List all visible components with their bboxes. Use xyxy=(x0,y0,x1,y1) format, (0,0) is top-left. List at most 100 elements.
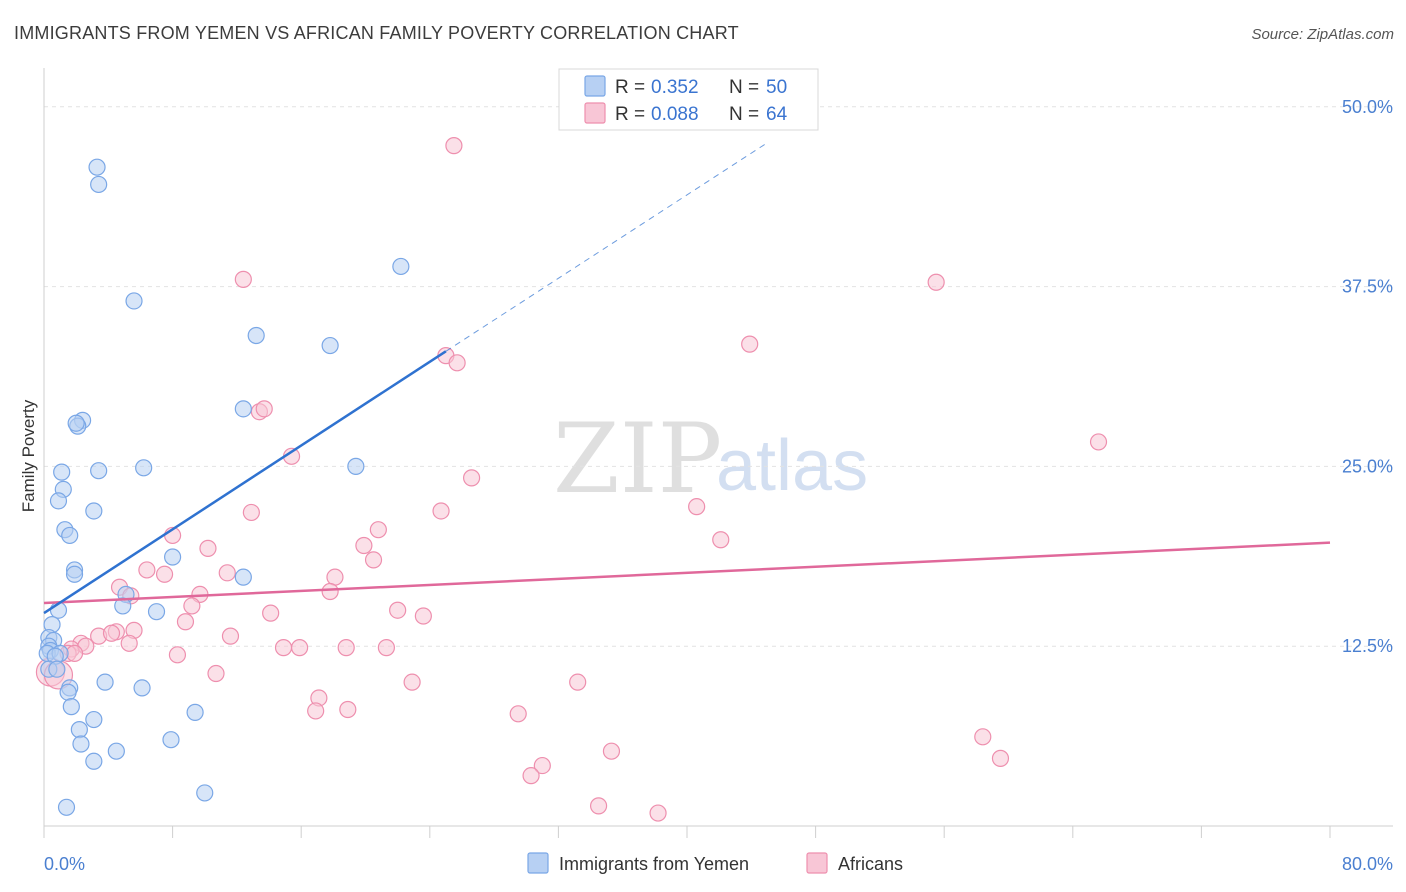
point-yemen xyxy=(133,679,151,697)
point-africans xyxy=(432,502,450,520)
bottom-legend-swatch-africans xyxy=(806,852,828,874)
point-yemen xyxy=(162,731,180,749)
point-yemen xyxy=(70,721,88,739)
point-yemen xyxy=(125,292,143,310)
point-africans xyxy=(712,531,730,549)
point-africans xyxy=(337,639,355,657)
point-africans xyxy=(991,749,1010,767)
point-yemen xyxy=(247,326,265,345)
point-yemen xyxy=(85,752,103,770)
point-africans xyxy=(414,607,432,625)
point-africans xyxy=(509,705,527,723)
point-yemen xyxy=(57,798,76,816)
point-africans xyxy=(339,700,357,719)
point-africans xyxy=(369,521,387,539)
point-africans xyxy=(321,582,339,601)
y-tick-label: 12.5% xyxy=(1342,636,1393,656)
point-yemen xyxy=(72,735,90,753)
trend-line-africans xyxy=(43,541,1331,605)
point-africans xyxy=(183,597,201,615)
point-yemen xyxy=(67,414,85,432)
point-yemen xyxy=(114,597,132,615)
chart-title: IMMIGRANTS FROM YEMEN VS AFRICAN FAMILY … xyxy=(14,23,739,43)
point-africans xyxy=(1089,433,1108,451)
point-africans xyxy=(389,601,407,619)
point-africans xyxy=(218,564,236,582)
point-africans xyxy=(448,354,466,372)
point-africans xyxy=(649,804,667,822)
point-africans xyxy=(234,270,252,288)
legend-r-value-africans: 0.088 xyxy=(651,104,699,125)
trend-lines xyxy=(43,142,1331,615)
bottom-legend-label-yemen: Immigrants from Yemen xyxy=(559,854,749,874)
point-africans xyxy=(741,335,759,353)
point-africans xyxy=(274,639,293,657)
gridlines xyxy=(44,106,1393,647)
point-yemen xyxy=(147,603,166,621)
y-tick-labels: 12.5% 25.0% 37.5% 50.0% xyxy=(1342,97,1393,656)
trend-line-yemen xyxy=(43,350,447,615)
point-africans xyxy=(262,604,280,622)
trend-line-yemen-extension xyxy=(445,142,768,352)
series-legend: Immigrants from Yemen Africans xyxy=(527,852,903,874)
legend-r-label-africans: R = xyxy=(615,104,645,125)
point-africans xyxy=(290,639,309,657)
point-africans xyxy=(176,613,195,631)
point-yemen xyxy=(321,336,339,355)
point-africans xyxy=(462,469,481,487)
point-africans xyxy=(355,536,373,555)
axes xyxy=(43,68,1393,838)
legend-n-value-yemen: 50 xyxy=(766,77,787,98)
legend-r-label-yemen: R = xyxy=(615,77,645,98)
bottom-legend-label-africans: Africans xyxy=(838,854,903,874)
point-africans xyxy=(307,702,325,720)
point-yemen xyxy=(347,457,365,475)
point-africans xyxy=(364,551,383,569)
point-yemen xyxy=(90,175,108,194)
point-africans xyxy=(138,561,156,579)
point-africans xyxy=(602,742,621,760)
chart-source: Source: ZipAtlas.com xyxy=(1251,26,1394,43)
point-africans xyxy=(589,797,608,815)
y-tick-label: 50.0% xyxy=(1342,97,1393,117)
point-yemen xyxy=(186,703,204,721)
point-africans xyxy=(65,644,84,662)
point-africans xyxy=(242,503,260,522)
point-africans xyxy=(533,756,551,775)
point-yemen xyxy=(53,463,71,481)
point-yemen xyxy=(48,660,66,678)
point-africans xyxy=(326,568,344,586)
legend-r-value-yemen: 0.352 xyxy=(651,77,699,98)
bottom-legend-swatch-yemen xyxy=(527,852,549,874)
point-yemen xyxy=(234,568,252,586)
point-africans xyxy=(927,273,945,291)
point-yemen xyxy=(85,710,103,729)
point-africans xyxy=(688,498,706,516)
point-africans xyxy=(102,624,121,642)
series-yemen-points xyxy=(38,158,410,816)
legend-n-value-africans: 64 xyxy=(766,104,788,125)
legend-n-label-africans: N = xyxy=(729,104,759,125)
point-africans xyxy=(377,639,395,657)
point-africans xyxy=(221,627,240,645)
point-yemen xyxy=(107,742,125,760)
x-tick-label-max: 80.0% xyxy=(1342,854,1393,874)
point-yemen xyxy=(164,548,182,566)
point-africans xyxy=(155,565,174,583)
point-africans xyxy=(569,673,587,691)
point-yemen xyxy=(65,565,84,583)
point-africans xyxy=(199,539,217,557)
point-yemen xyxy=(88,158,106,176)
y-tick-label: 37.5% xyxy=(1342,277,1393,297)
point-africans xyxy=(120,634,138,652)
point-yemen xyxy=(96,673,114,691)
y-axis-label: Family Poverty xyxy=(19,399,38,512)
point-africans xyxy=(403,673,421,691)
point-africans xyxy=(168,646,187,664)
x-tick-label-min: 0.0% xyxy=(44,854,85,874)
point-yemen xyxy=(59,683,77,701)
stats-legend: R = 0.352 N = 50 R = 0.088 N = 64 xyxy=(558,68,819,131)
legend-n-label-yemen: N = xyxy=(729,77,759,98)
point-yemen xyxy=(196,784,214,802)
